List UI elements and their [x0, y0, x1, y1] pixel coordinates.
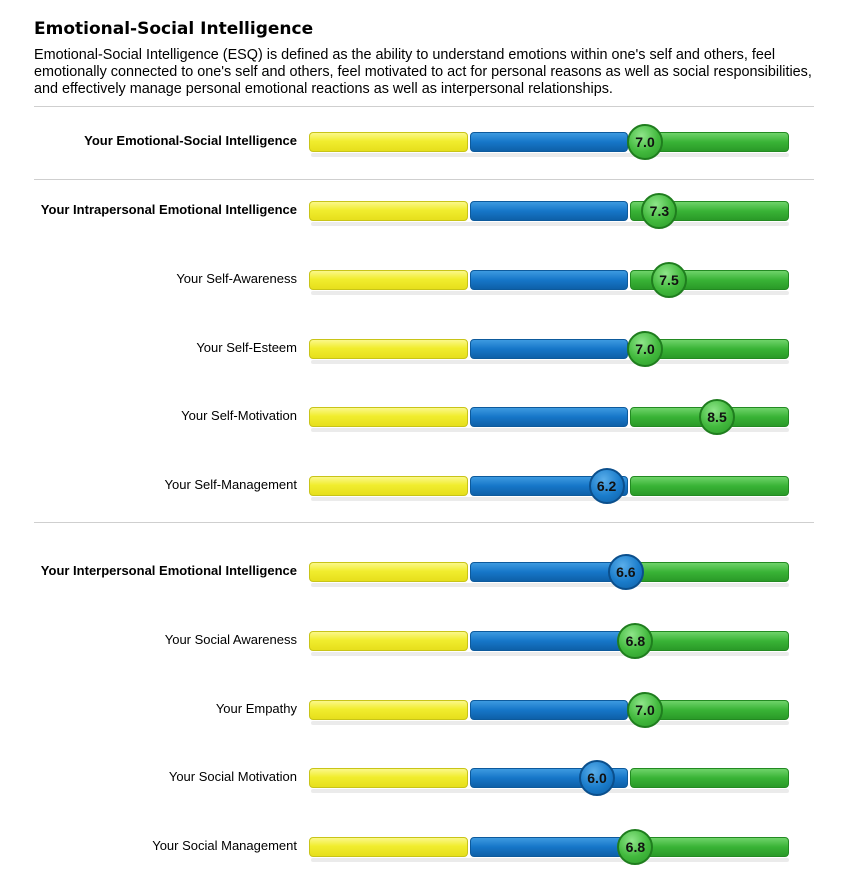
score-marker: 6.8: [617, 829, 654, 865]
score-marker: 7.0: [627, 331, 663, 367]
score-label: Your Emotional-Social Intelligence: [84, 133, 297, 148]
score-marker: 6.0: [579, 760, 615, 796]
bar-shadow: [311, 721, 789, 725]
score-marker: 7.0: [627, 692, 663, 728]
bar-shadow: [311, 360, 789, 364]
bar-segment-high: [630, 768, 789, 788]
page-title: Emotional-Social Intelligence: [34, 19, 314, 39]
divider: [34, 522, 814, 523]
score-marker: 7.5: [651, 262, 687, 298]
bar-segment-mid: [469, 700, 629, 720]
page-description: Emotional-Social Intelligence (ESQ) is d…: [34, 47, 812, 97]
bar-segment-low: [309, 631, 468, 651]
bar-segment-mid: [469, 837, 629, 857]
score-marker: 6.6: [607, 554, 644, 590]
bar-segment-low: [309, 201, 468, 221]
divider: [34, 106, 814, 107]
bar-segment-high: [630, 631, 789, 651]
bar-segment-low: [309, 132, 468, 152]
bar-segment-low: [309, 270, 468, 290]
bar-segment-mid: [469, 631, 629, 651]
score-label: Your Social Management: [152, 838, 297, 853]
bar-segment-low: [309, 339, 468, 359]
divider: [34, 179, 814, 180]
bar-shadow: [311, 789, 789, 793]
bar-segment-mid: [469, 132, 629, 152]
bar-shadow: [311, 497, 789, 501]
score-label: Your Interpersonal Emotional Intelligenc…: [40, 563, 297, 578]
bar-shadow: [311, 652, 789, 656]
score-label: Your Self-Esteem: [196, 340, 297, 355]
bar-segment-mid: [469, 270, 629, 290]
bar-segment-high: [630, 476, 789, 496]
score-label: Your Empathy: [215, 701, 297, 716]
score-marker: 7.0: [627, 124, 663, 160]
bar-segment-low: [309, 837, 468, 857]
bar-segment-low: [309, 562, 468, 582]
score-marker: 7.3: [641, 193, 678, 229]
score-label: Your Self-Management: [164, 477, 298, 492]
bar-shadow: [311, 428, 789, 432]
bar-shadow: [311, 858, 789, 862]
bar-segment-low: [309, 768, 468, 788]
score-label: Your Social Awareness: [164, 632, 297, 647]
bar-segment-high: [630, 562, 789, 582]
bar-segment-low: [309, 407, 468, 427]
score-label: Your Intrapersonal Emotional Intelligenc…: [40, 202, 297, 217]
bar-shadow: [311, 153, 789, 157]
bar-segment-low: [309, 700, 468, 720]
score-marker: 6.8: [617, 623, 654, 659]
bar-shadow: [311, 583, 789, 587]
bar-segment-low: [309, 476, 468, 496]
bar-segment-mid: [469, 201, 629, 221]
bar-shadow: [311, 291, 789, 295]
score-label: Your Self-Motivation: [181, 408, 297, 423]
score-marker: 6.2: [588, 468, 625, 504]
score-marker: 8.5: [699, 399, 735, 435]
bar-segment-mid: [469, 407, 629, 427]
bar-segment-mid: [469, 339, 629, 359]
bar-segment-mid: [469, 562, 629, 582]
bar-segment-high: [630, 837, 789, 857]
score-label: Your Social Motivation: [168, 769, 297, 784]
score-label: Your Self-Awareness: [176, 271, 297, 286]
bar-shadow: [311, 222, 789, 226]
